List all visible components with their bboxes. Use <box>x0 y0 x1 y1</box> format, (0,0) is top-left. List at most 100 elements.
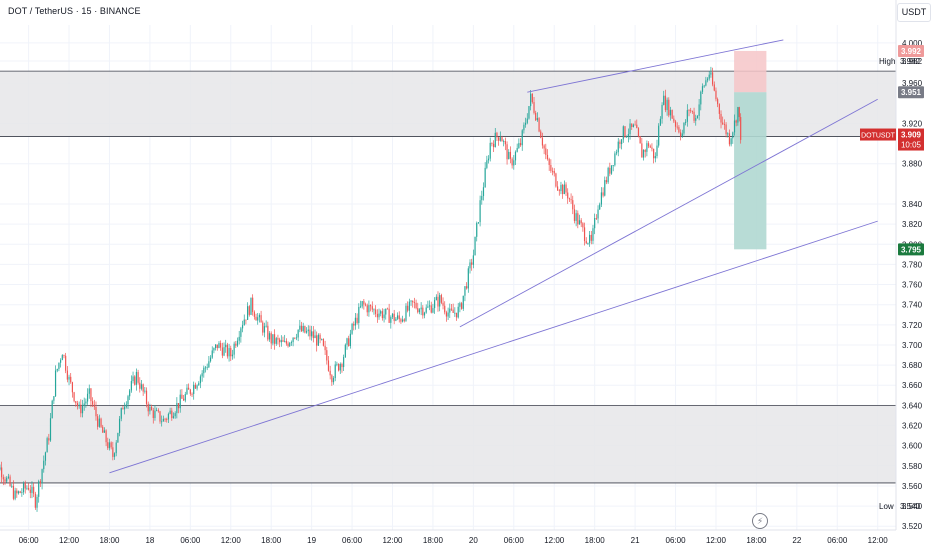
candle-body <box>484 167 486 188</box>
candle-body <box>265 325 267 327</box>
candle-body <box>150 406 153 411</box>
currency-button[interactable]: USDT <box>897 3 931 22</box>
candle-body <box>545 148 547 155</box>
candle-body <box>674 121 677 127</box>
candle-body <box>496 132 498 138</box>
candle-body <box>75 401 77 404</box>
candle-body <box>1 467 3 478</box>
candle-body <box>21 492 23 494</box>
candle-body <box>36 496 38 508</box>
candle-body <box>16 490 18 494</box>
candle-body <box>247 306 249 320</box>
candle-body <box>284 340 286 342</box>
stop-price-badge-text: 3.992 <box>901 47 922 56</box>
candle-body <box>157 410 159 412</box>
candle-body <box>503 141 505 142</box>
symbol-tag <box>860 128 896 141</box>
candle-body <box>253 311 255 317</box>
candle-body <box>331 375 333 383</box>
candle-body <box>578 220 581 225</box>
candle-body <box>17 491 20 494</box>
candle-body <box>685 121 687 123</box>
candle-body <box>2 477 4 480</box>
symbol-tag-text: DOTUSDT <box>861 133 896 140</box>
candle-body <box>582 223 584 228</box>
candle-body <box>68 376 70 380</box>
candle-body <box>636 124 638 129</box>
candle-body <box>659 118 661 126</box>
candle-body <box>285 340 287 344</box>
candle-body <box>464 286 466 296</box>
candle-body <box>113 453 116 457</box>
candle-body <box>348 338 350 347</box>
candle-body <box>280 340 282 343</box>
candle-body <box>332 378 335 383</box>
candle-body <box>695 118 697 121</box>
candle-body <box>609 167 611 174</box>
price-tick-label: 3.820 <box>902 220 923 229</box>
candle-body <box>241 325 244 329</box>
candle-body <box>690 110 692 112</box>
candle-body <box>34 493 36 508</box>
candle-body <box>373 309 375 311</box>
time-tick-label: 12:00 <box>382 536 403 545</box>
candle-body <box>309 329 311 337</box>
candle-body <box>466 286 468 289</box>
candle-body <box>162 418 164 422</box>
symbol-title[interactable]: DOT / TetherUS · 15 · BINANCE <box>8 6 141 16</box>
stop-price-badge <box>898 44 924 57</box>
candle-body <box>142 384 144 392</box>
candle-body <box>435 296 437 301</box>
candle-body <box>70 376 72 383</box>
candle-body <box>548 159 550 165</box>
candle-body <box>181 394 183 399</box>
candle-body <box>290 342 293 343</box>
candle-body <box>275 338 277 344</box>
time-tick-label: 06:00 <box>504 536 525 545</box>
candle-body <box>420 307 422 310</box>
candle-body <box>669 109 672 116</box>
candle-body <box>467 268 469 289</box>
candle-body <box>60 360 62 363</box>
candle-body <box>681 133 683 137</box>
time-tick-label: 18:00 <box>99 536 120 545</box>
candle-body <box>720 113 722 123</box>
candle-body <box>462 295 464 309</box>
candle-body <box>58 362 60 369</box>
candle-body <box>580 220 582 224</box>
lightning-icon[interactable]: ⚡ <box>752 513 768 529</box>
candle-body <box>541 137 544 146</box>
candle-body <box>504 141 506 145</box>
time-tick-label: 21 <box>631 536 640 545</box>
candle-body <box>413 302 416 304</box>
candle-body <box>152 410 154 418</box>
candle-body <box>403 319 405 321</box>
time-axis[interactable]: 06:00 12:00 18:00 18 06:00 12:00 18:00 19 06:00 1… <box>0 529 896 545</box>
candle-body <box>535 112 537 121</box>
candle-body <box>400 319 402 322</box>
candle-body <box>573 209 576 221</box>
candle-body <box>164 418 166 420</box>
candle-body <box>626 136 628 138</box>
candle-body <box>95 406 97 417</box>
candle-body <box>457 306 459 318</box>
trendline <box>527 39 784 93</box>
candle-body <box>594 218 596 229</box>
time-tick-label: 06:00 <box>19 536 40 545</box>
position-tool[interactable] <box>734 50 767 250</box>
candle-body <box>371 306 373 310</box>
candle-body <box>129 390 131 397</box>
candle-body <box>369 305 372 307</box>
high-value: 3.982 <box>900 57 921 66</box>
candle-body <box>711 72 714 85</box>
candle-body <box>231 354 234 357</box>
price-axis[interactable]: 4.0003.9823.9603.9203.8803.8403.8203.800… <box>895 0 932 550</box>
candle-body <box>587 243 589 244</box>
candle-body <box>679 132 682 137</box>
candle-body <box>105 430 107 443</box>
trendlines[interactable] <box>109 39 878 474</box>
candle-body <box>710 72 712 75</box>
candle-body <box>86 393 89 402</box>
